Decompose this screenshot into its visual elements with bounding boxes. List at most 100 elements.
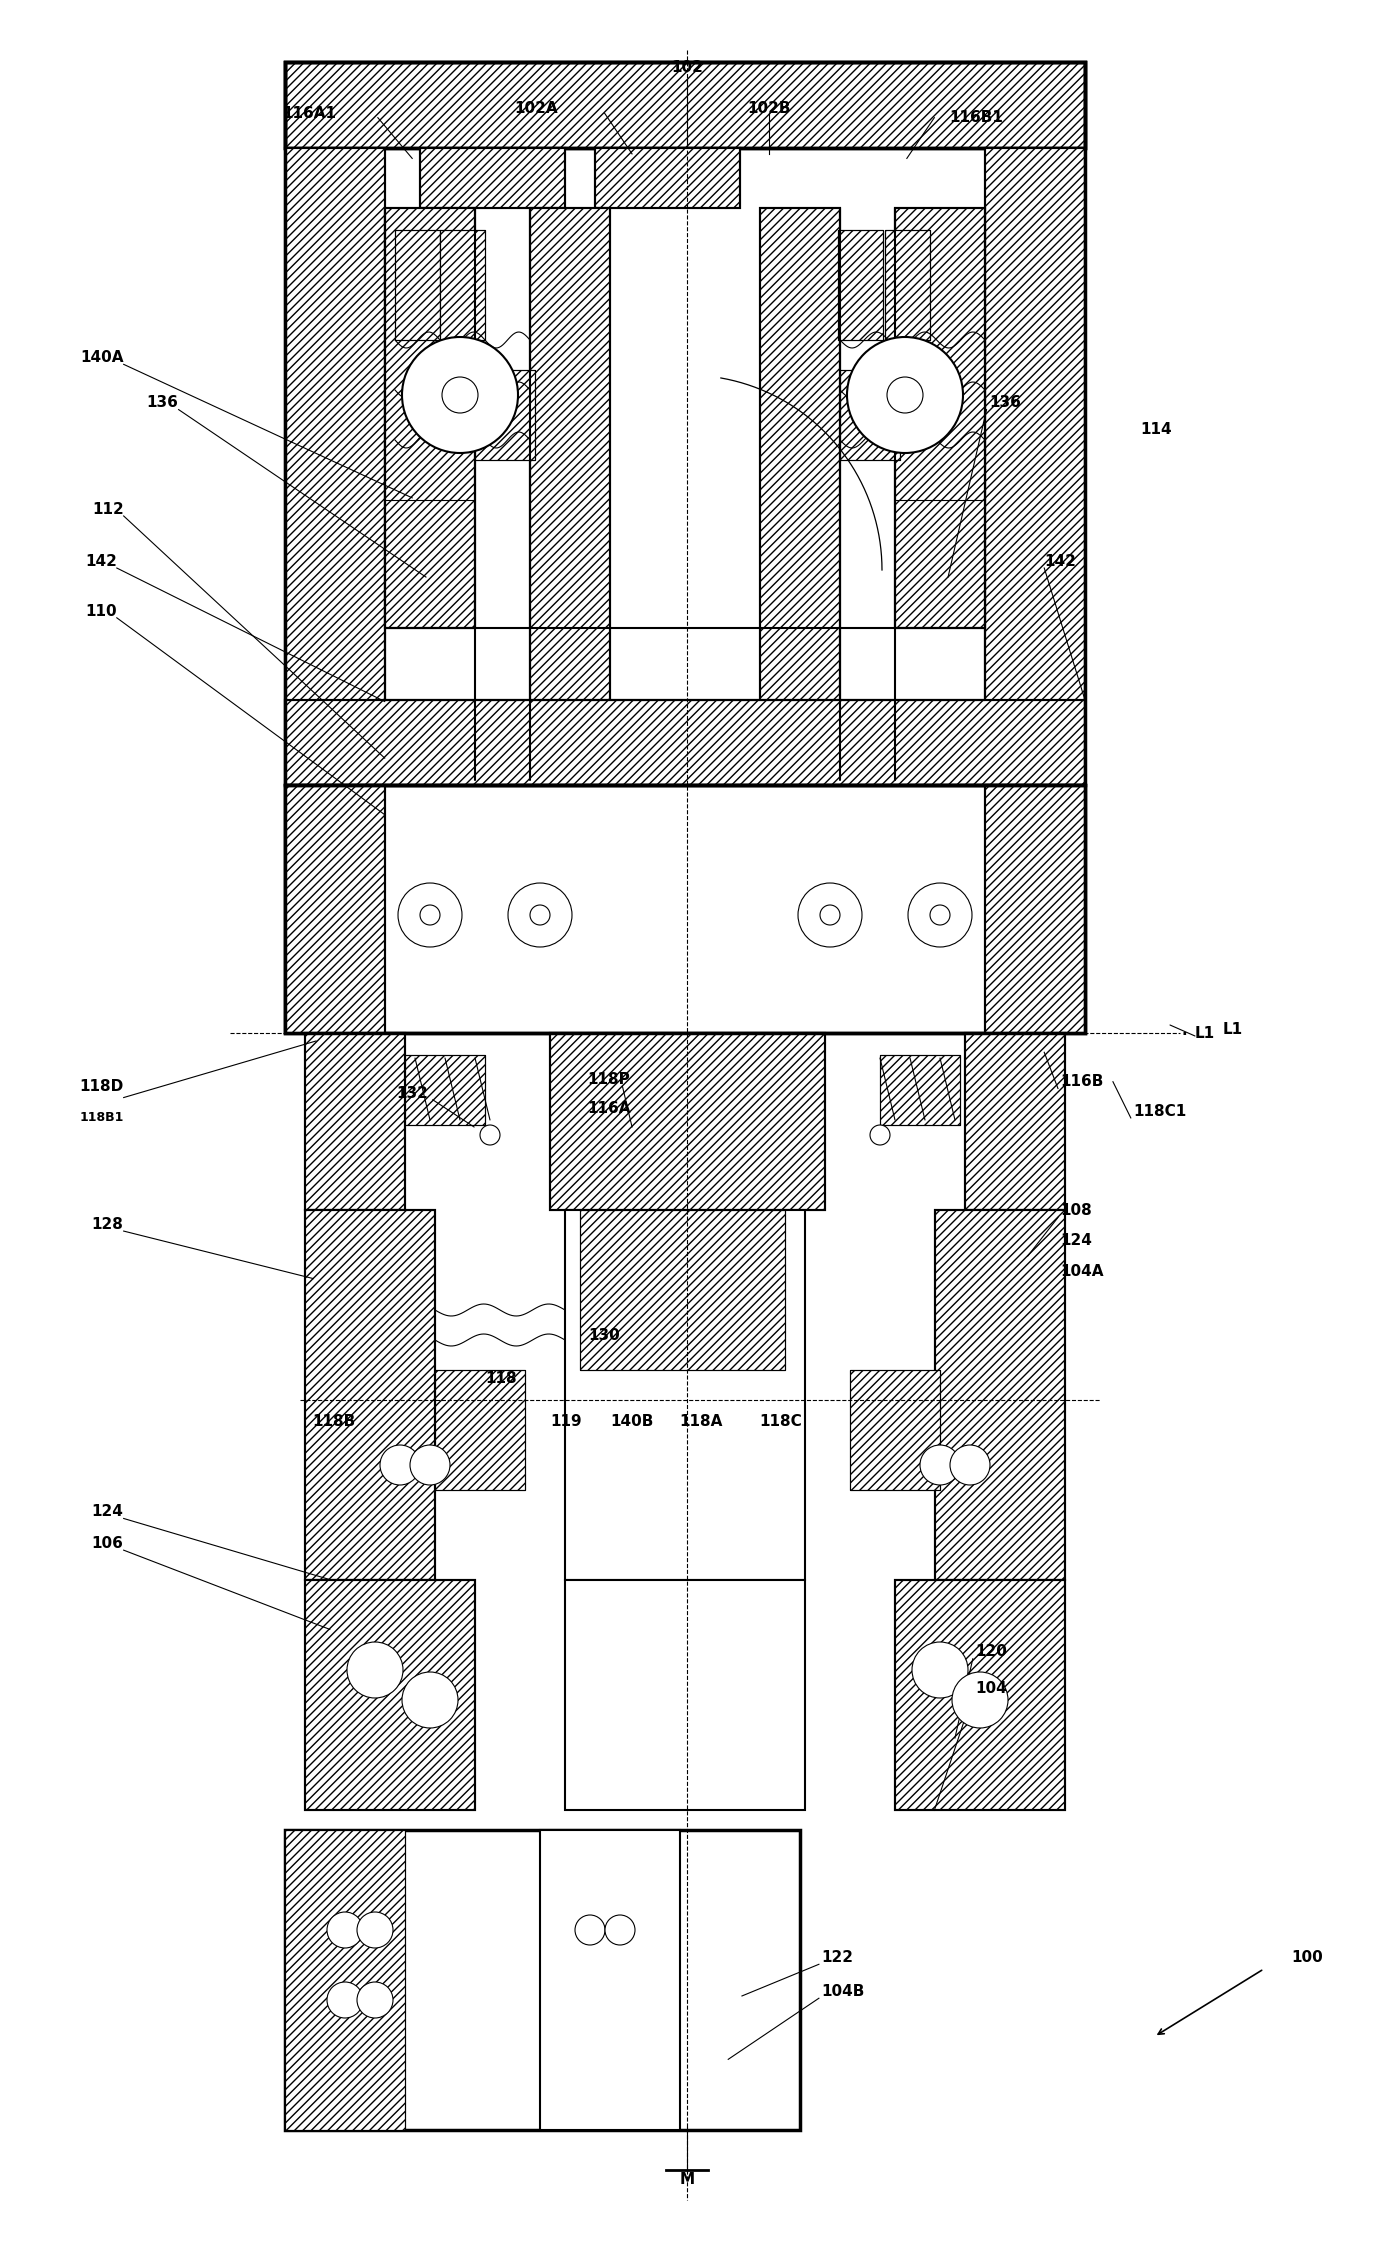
Text: 119: 119 xyxy=(550,1414,583,1428)
Bar xyxy=(284,785,385,1032)
Bar xyxy=(436,1369,525,1489)
Bar xyxy=(284,61,1085,147)
Circle shape xyxy=(409,1446,451,1485)
Bar xyxy=(305,1580,475,1810)
Bar xyxy=(284,1831,405,2129)
Circle shape xyxy=(348,1643,403,1697)
Text: 104B: 104B xyxy=(822,1985,866,1998)
Bar xyxy=(284,699,1085,785)
Text: 142: 142 xyxy=(1044,554,1076,568)
Bar xyxy=(840,369,900,459)
Bar xyxy=(530,208,610,778)
Bar xyxy=(985,147,1085,785)
Bar xyxy=(838,231,883,339)
Bar xyxy=(284,1831,800,2129)
Circle shape xyxy=(574,1914,605,1944)
Circle shape xyxy=(508,883,572,946)
Text: 120: 120 xyxy=(976,1645,1007,1659)
Text: 118P: 118P xyxy=(587,1073,631,1086)
Circle shape xyxy=(480,1125,500,1145)
Text: 118D: 118D xyxy=(80,1079,124,1093)
Bar xyxy=(305,1580,475,1810)
Bar xyxy=(394,231,440,339)
Bar xyxy=(436,1369,525,1489)
Bar xyxy=(284,785,1085,1032)
Text: 140B: 140B xyxy=(610,1414,654,1428)
Text: 118B: 118B xyxy=(312,1414,356,1428)
Bar xyxy=(879,1055,960,1125)
Text: 116A: 116A xyxy=(587,1102,631,1116)
Bar xyxy=(894,208,985,629)
Text: L1: L1 xyxy=(1195,1025,1215,1041)
Bar xyxy=(580,1211,785,1369)
Bar xyxy=(385,208,475,629)
Bar xyxy=(595,147,741,208)
Text: 136: 136 xyxy=(989,396,1021,410)
Bar xyxy=(284,61,1085,785)
Bar xyxy=(851,1369,940,1489)
Bar xyxy=(760,208,840,778)
Circle shape xyxy=(442,378,478,414)
Bar xyxy=(420,147,565,208)
Bar xyxy=(405,1055,485,1125)
Circle shape xyxy=(952,1672,1009,1729)
Bar xyxy=(420,147,565,208)
Bar xyxy=(405,1055,485,1125)
Bar xyxy=(894,1580,1065,1810)
Bar xyxy=(595,147,741,208)
Text: 104: 104 xyxy=(976,1681,1007,1695)
Circle shape xyxy=(357,1912,393,1948)
Bar xyxy=(879,1055,960,1125)
Bar xyxy=(305,1032,405,1211)
Bar xyxy=(550,1032,824,1211)
Bar xyxy=(885,231,930,339)
Text: 118B1: 118B1 xyxy=(80,1111,124,1125)
Text: 106: 106 xyxy=(92,1537,124,1550)
Bar xyxy=(885,231,930,339)
Circle shape xyxy=(870,1125,890,1145)
Bar xyxy=(385,208,475,629)
Bar xyxy=(440,231,485,339)
Text: 124: 124 xyxy=(1061,1233,1092,1247)
Bar xyxy=(580,1211,785,1369)
Circle shape xyxy=(403,337,518,453)
Bar xyxy=(894,1580,1065,1810)
Bar xyxy=(440,231,485,339)
Circle shape xyxy=(327,1982,363,2019)
Bar xyxy=(305,1032,405,1211)
Circle shape xyxy=(530,905,550,926)
Text: 116A1: 116A1 xyxy=(282,106,337,120)
Bar xyxy=(284,785,1085,1032)
Circle shape xyxy=(420,905,440,926)
Circle shape xyxy=(605,1914,635,1944)
Bar xyxy=(894,208,985,629)
Text: M: M xyxy=(679,2172,695,2186)
Bar xyxy=(965,1032,1065,1211)
Bar xyxy=(530,208,610,778)
Circle shape xyxy=(327,1912,363,1948)
Bar xyxy=(985,785,1085,1032)
Text: 118C: 118C xyxy=(758,1414,802,1428)
Circle shape xyxy=(798,883,861,946)
Bar xyxy=(934,1211,1065,1580)
Bar xyxy=(284,61,1085,147)
Bar xyxy=(305,1211,436,1580)
Text: 124: 124 xyxy=(92,1505,124,1518)
Circle shape xyxy=(357,1982,393,2019)
Circle shape xyxy=(403,1672,458,1729)
Text: 104A: 104A xyxy=(1061,1265,1105,1279)
Bar xyxy=(985,785,1085,1032)
Bar xyxy=(284,785,385,1032)
Text: 116B1: 116B1 xyxy=(949,111,1003,124)
Circle shape xyxy=(381,1446,420,1485)
Circle shape xyxy=(908,883,971,946)
Bar xyxy=(305,1211,436,1580)
Text: 122: 122 xyxy=(822,1951,853,1964)
Text: 112: 112 xyxy=(92,502,124,516)
Bar xyxy=(475,369,534,459)
Text: 136: 136 xyxy=(147,396,179,410)
Bar xyxy=(840,369,900,459)
Bar xyxy=(475,369,534,459)
Circle shape xyxy=(949,1446,991,1485)
Text: 102B: 102B xyxy=(747,102,791,115)
